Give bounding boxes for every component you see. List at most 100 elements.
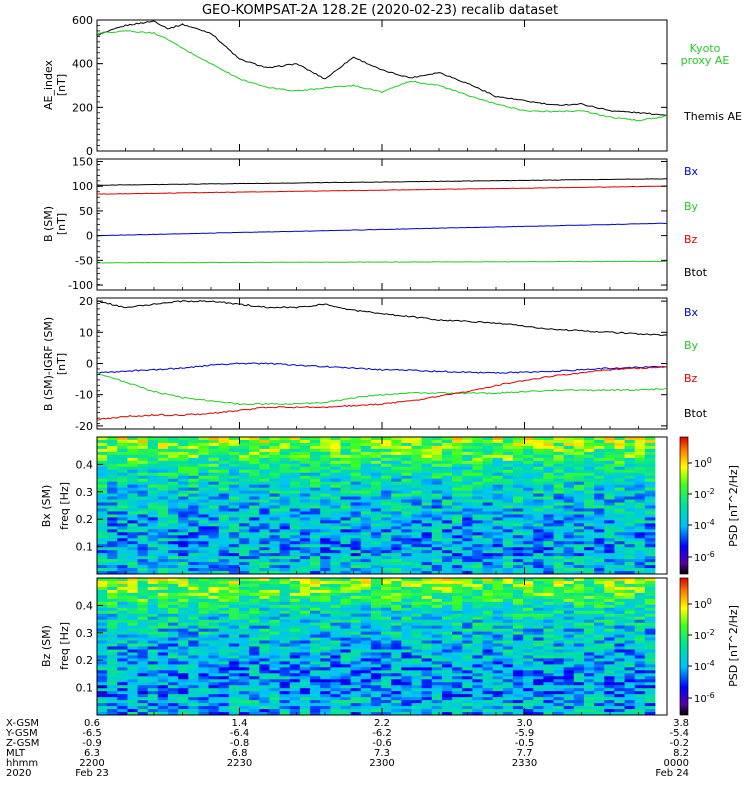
psd-cell <box>259 583 270 588</box>
psd-cell <box>533 529 544 533</box>
psd-cell <box>573 625 585 630</box>
psd-cell <box>249 661 260 665</box>
psd-cell <box>330 649 341 653</box>
psd-cell <box>381 619 392 624</box>
psd-cell <box>208 595 220 600</box>
psd-cell <box>553 550 565 554</box>
psd-cell <box>462 484 473 489</box>
psd-cell <box>188 697 199 701</box>
psd-cell <box>533 475 544 480</box>
psd-cell <box>583 493 595 497</box>
psd-cell <box>594 478 605 483</box>
psd-cell <box>320 652 331 656</box>
psd-cell <box>218 484 230 489</box>
psd-cell <box>279 437 291 441</box>
psd-cell <box>259 598 270 603</box>
psd-cell <box>360 601 372 606</box>
psd-cell <box>441 559 453 563</box>
psd-cell <box>330 697 341 701</box>
psd-cell <box>452 493 463 497</box>
psd-cell <box>198 580 209 585</box>
psd-cell <box>147 541 159 545</box>
psd-cell <box>523 598 534 603</box>
psd-cell <box>269 553 281 557</box>
psd-cell <box>472 646 483 650</box>
psd-cell <box>411 442 423 447</box>
psd-cell <box>614 445 625 450</box>
psd-cell <box>350 625 362 630</box>
psd-cell <box>391 625 402 630</box>
psd-cell <box>147 565 159 569</box>
psd-cell <box>137 568 149 572</box>
psd-cell <box>431 658 443 662</box>
psd-cell <box>310 709 321 713</box>
psd-cell <box>441 589 453 594</box>
psd-cell <box>269 442 281 447</box>
psd-cell <box>239 526 250 530</box>
psd-cell <box>614 568 625 572</box>
psd-cell <box>614 532 625 536</box>
psd-cell <box>604 643 615 647</box>
psd-cell <box>198 553 209 557</box>
psd-cell <box>573 463 585 468</box>
psd-cell <box>208 553 220 557</box>
psd-cell <box>604 652 615 656</box>
psd-cell <box>340 700 352 704</box>
psd-cell <box>553 706 565 710</box>
psd-cell <box>452 589 463 594</box>
psd-cell <box>168 586 179 591</box>
psd-cell <box>97 610 108 615</box>
psd-cell <box>543 667 554 671</box>
psd-cell <box>188 559 199 563</box>
psd-cell <box>492 544 504 548</box>
psd-cell <box>523 484 534 489</box>
psd-cell <box>512 613 524 618</box>
psd-cell <box>614 625 625 630</box>
psd-cell <box>543 697 554 701</box>
psd-cell <box>249 535 260 539</box>
psd-cell <box>431 583 443 588</box>
psd-cell <box>137 595 149 600</box>
psd-cell <box>249 694 260 698</box>
psd-cell <box>644 529 656 533</box>
psd-cell <box>381 466 392 471</box>
psd-cell <box>421 646 433 650</box>
psd-cell <box>624 661 636 665</box>
psd-cell <box>553 437 565 441</box>
psd-cell <box>624 697 636 701</box>
psd-cell <box>452 664 463 668</box>
psd-cell <box>259 508 270 512</box>
psd-cell <box>147 589 159 594</box>
psd-cell <box>512 631 524 635</box>
psd-cell <box>381 475 392 480</box>
psd-cell <box>411 532 423 536</box>
psd-cell <box>340 478 352 483</box>
psd-cell <box>97 448 108 453</box>
psd-cell <box>583 547 595 551</box>
psd-cell <box>360 697 372 701</box>
psd-cell <box>370 517 382 521</box>
psd-cell <box>492 499 504 503</box>
psd-cell <box>533 490 544 494</box>
psd-cell <box>452 496 463 500</box>
psd-cell <box>523 568 534 572</box>
psd-cell <box>249 466 260 471</box>
psd-cell <box>512 448 524 453</box>
psd-cell <box>482 625 494 630</box>
psd-cell <box>401 517 412 521</box>
psd-cell <box>198 532 209 536</box>
psd-cell <box>127 439 138 444</box>
psd-cell <box>553 478 565 483</box>
psd-cell <box>330 481 341 486</box>
psd-cell <box>391 517 402 521</box>
psd-cell <box>431 712 443 716</box>
psd-cell <box>391 658 402 662</box>
psd-cell <box>634 562 646 566</box>
psd-cell <box>198 679 209 683</box>
psd-cell <box>573 478 585 483</box>
psd-cell <box>198 541 209 545</box>
psd-cell <box>198 694 209 698</box>
psd-cell <box>543 565 554 569</box>
psd-cell <box>269 628 281 633</box>
psd-cell <box>310 673 321 677</box>
